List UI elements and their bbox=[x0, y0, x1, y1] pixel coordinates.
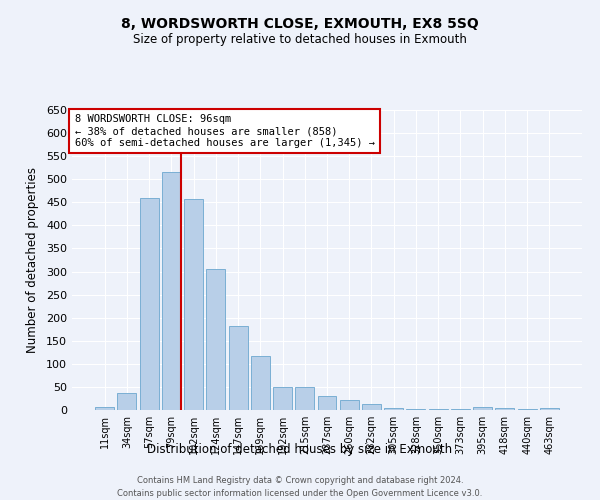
Bar bbox=[451, 409, 470, 410]
Bar bbox=[118, 394, 136, 410]
Bar bbox=[273, 387, 292, 410]
Bar bbox=[473, 407, 492, 410]
Bar bbox=[229, 326, 248, 410]
Text: Contains public sector information licensed under the Open Government Licence v3: Contains public sector information licen… bbox=[118, 489, 482, 498]
Bar bbox=[295, 387, 314, 410]
Bar bbox=[206, 269, 225, 410]
Text: Distribution of detached houses by size in Exmouth: Distribution of detached houses by size … bbox=[148, 442, 452, 456]
Text: Size of property relative to detached houses in Exmouth: Size of property relative to detached ho… bbox=[133, 32, 467, 46]
Text: 8, WORDSWORTH CLOSE, EXMOUTH, EX8 5SQ: 8, WORDSWORTH CLOSE, EXMOUTH, EX8 5SQ bbox=[121, 18, 479, 32]
Bar bbox=[496, 408, 514, 410]
Bar bbox=[340, 400, 359, 410]
Bar bbox=[362, 404, 381, 410]
Text: 8 WORDSWORTH CLOSE: 96sqm
← 38% of detached houses are smaller (858)
60% of semi: 8 WORDSWORTH CLOSE: 96sqm ← 38% of detac… bbox=[74, 114, 374, 148]
Bar bbox=[406, 409, 425, 410]
Bar bbox=[317, 396, 337, 410]
Bar bbox=[140, 198, 158, 410]
Bar bbox=[162, 172, 181, 410]
Bar bbox=[540, 408, 559, 410]
Bar bbox=[251, 356, 270, 410]
Text: Contains HM Land Registry data © Crown copyright and database right 2024.: Contains HM Land Registry data © Crown c… bbox=[137, 476, 463, 485]
Bar bbox=[184, 198, 203, 410]
Bar bbox=[95, 407, 114, 410]
Bar bbox=[518, 409, 536, 410]
Bar bbox=[384, 408, 403, 410]
Bar bbox=[429, 409, 448, 410]
Y-axis label: Number of detached properties: Number of detached properties bbox=[26, 167, 39, 353]
